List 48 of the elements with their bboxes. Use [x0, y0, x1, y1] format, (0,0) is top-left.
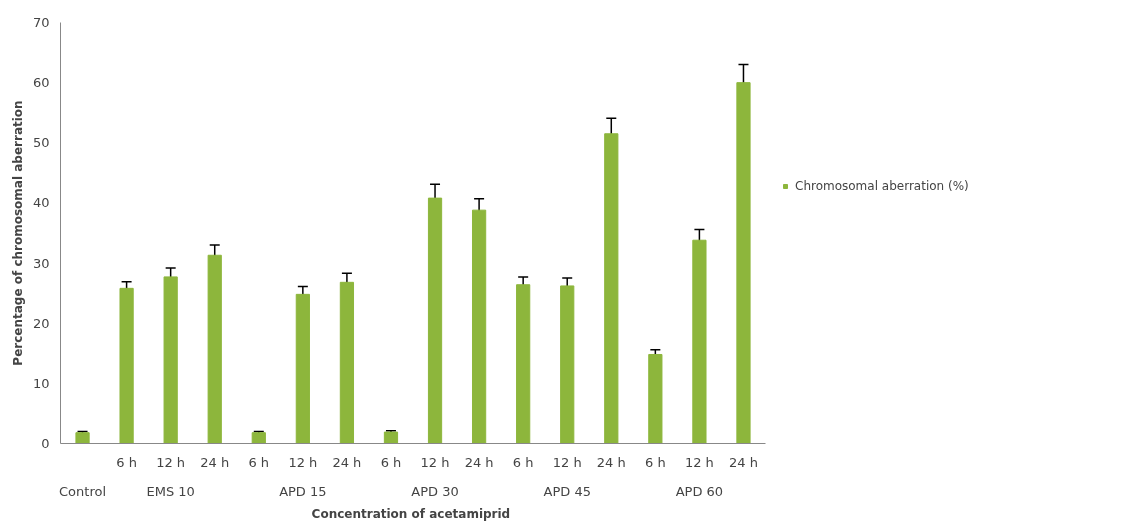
- bar: [471, 209, 487, 444]
- x-tick-label: 12 h: [156, 454, 186, 470]
- y-tick-label: 40: [32, 195, 50, 211]
- text: APD 15: [279, 483, 327, 499]
- x-tick-label: 12 h: [288, 454, 318, 470]
- bar: [692, 239, 707, 444]
- x-tick-label: 12 h: [552, 454, 582, 470]
- bar: [736, 82, 751, 444]
- y-tick-label: 20: [32, 315, 50, 331]
- bar: [75, 432, 90, 444]
- x-tick-label: 6 h: [116, 454, 137, 470]
- bar: [383, 431, 399, 444]
- x-tick-label: 24 h: [596, 454, 626, 470]
- x-tick-label: 12 h: [420, 454, 450, 470]
- y-tick-label: 0: [41, 436, 50, 451]
- text: APD 45: [543, 483, 591, 499]
- text: Control: [59, 483, 107, 499]
- y-tick-label: 10: [32, 375, 50, 391]
- bar: [119, 287, 134, 444]
- y-tick-label: 50: [32, 135, 50, 151]
- bar: [163, 276, 178, 444]
- x-tick-label: 24 h: [200, 454, 230, 470]
- y-tick-label: 60: [32, 75, 50, 91]
- x-tick-label: 24 h: [332, 454, 362, 470]
- x-tick-label: 6 h: [380, 454, 402, 470]
- bar: [427, 197, 443, 444]
- x-tick-label: 6 h: [512, 454, 534, 470]
- bar: [251, 432, 266, 444]
- x-tick-label: 6 h: [248, 454, 270, 470]
- x-tick-label: 24 h: [729, 454, 758, 470]
- bar: [516, 284, 531, 444]
- x-tick-label: 6 h: [645, 454, 666, 470]
- x-axis-title: Concentration of acetamiprid: [311, 506, 511, 521]
- text: APD 60: [675, 483, 724, 499]
- text: EMS 10: [146, 483, 195, 499]
- bar: [339, 281, 355, 444]
- x-tick-label: 24 h: [464, 454, 494, 470]
- y-tick-label: 30: [32, 255, 50, 271]
- bar: [295, 293, 310, 444]
- bar: [604, 133, 619, 444]
- y-tick-label: 70: [32, 15, 50, 30]
- x-tick-label: 12 h: [684, 454, 714, 470]
- bar: [207, 254, 222, 444]
- text: APD 30: [411, 483, 459, 499]
- bar: [648, 353, 663, 444]
- bar: [560, 285, 575, 444]
- y-axis-title: Percentage of chromosomal aberration: [10, 100, 25, 366]
- legend-label: Chromosomal aberration (%): [795, 179, 969, 193]
